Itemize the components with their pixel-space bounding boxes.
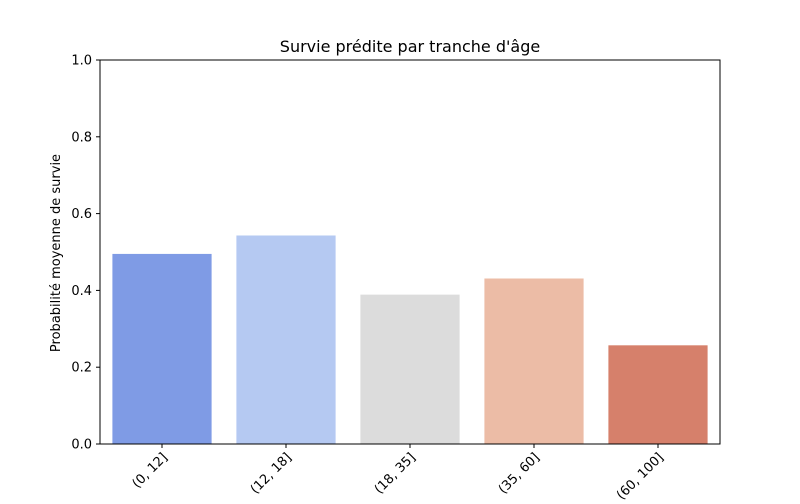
x-tick-label: (18, 35] <box>372 450 419 497</box>
x-tick-label: (0, 12] <box>130 450 171 491</box>
x-tick-label: (60, 100] <box>614 450 667 500</box>
chart-title: Survie prédite par tranche d'âge <box>280 37 540 56</box>
y-tick-label: 1.0 <box>71 54 92 69</box>
y-tick-label: 0.6 <box>71 207 92 222</box>
bars-group <box>112 235 708 444</box>
x-axis: (0, 12] (12, 18] (18, 35] (35, 60] (60, 100] <box>130 444 667 503</box>
y-tick-label: 0.2 <box>71 361 92 376</box>
y-tick-label: 0.8 <box>71 130 92 145</box>
y-tick-label: 0.0 <box>71 438 92 453</box>
bar <box>112 253 212 444</box>
y-tick-label: 0.4 <box>71 284 92 299</box>
plot-frame <box>99 59 721 445</box>
y-axis: 0.0 0.2 0.4 0.6 0.8 1.0 <box>71 54 100 453</box>
bar <box>484 278 584 444</box>
bar <box>360 294 460 444</box>
y-axis-label: Probabilité moyenne de survie <box>49 154 64 352</box>
bar <box>608 345 708 444</box>
x-tick-label: (12, 18] <box>248 450 295 497</box>
bar <box>236 235 336 444</box>
x-tick-label: (35, 60] <box>496 450 543 497</box>
